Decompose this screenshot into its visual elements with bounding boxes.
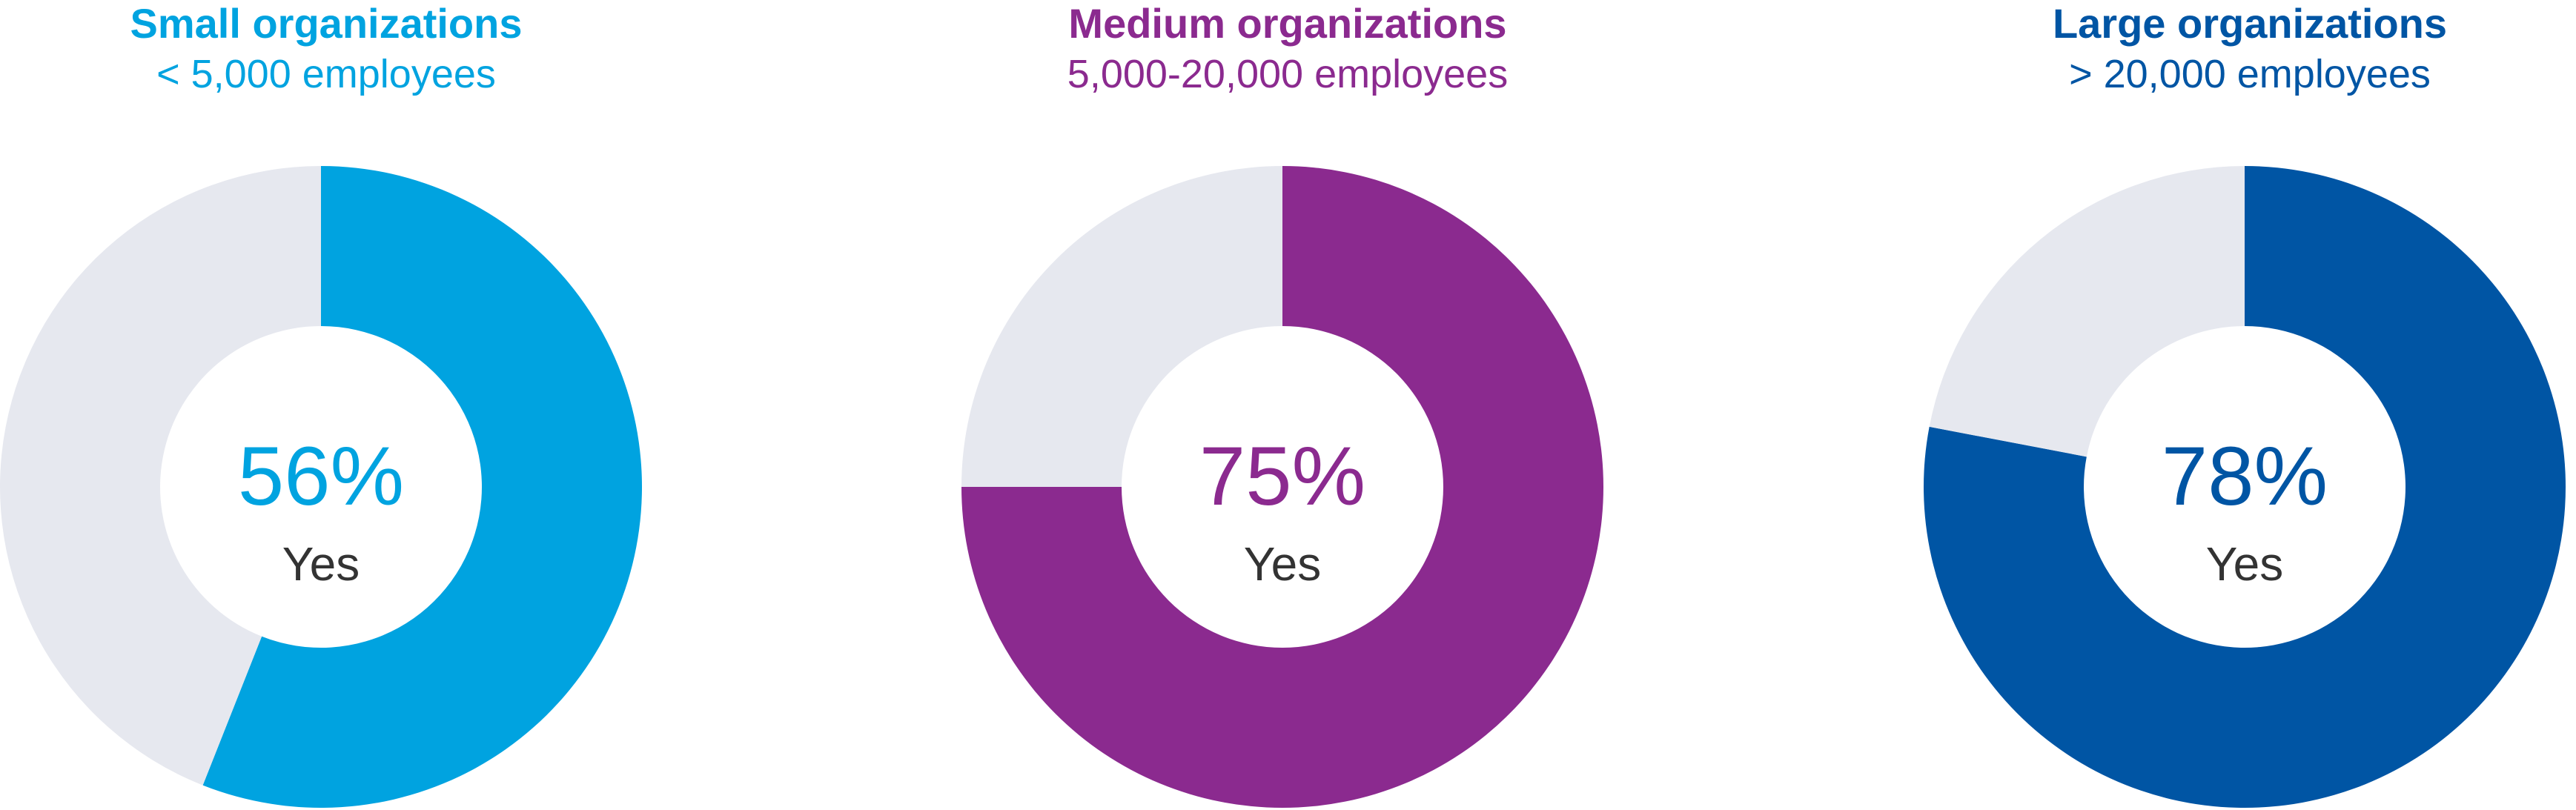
- chart-subtitle: 5,000-20,000 employees: [1067, 52, 1509, 96]
- donut-value-label: 78%: [2162, 430, 2328, 522]
- chart-title: Large organizations: [2052, 0, 2448, 47]
- donut-center-label: Yes: [282, 537, 360, 591]
- donut-value-label: 75%: [1199, 430, 1365, 522]
- chart-panel-medium: Medium organizations 5,000-20,000 employ…: [961, 0, 1614, 810]
- donut-slice-other: [1929, 166, 2245, 457]
- chart-subtitle: > 20,000 employees: [2069, 52, 2431, 96]
- donut-slice-other: [961, 166, 1282, 487]
- donut-slice-yes: [1924, 166, 2566, 808]
- chart-title: Medium organizations: [1068, 0, 1507, 47]
- donut-center-label: Yes: [1244, 537, 1321, 591]
- chart-panel-large: Large organizations > 20,000 employees 7…: [1924, 0, 2576, 810]
- chart-title: Small organizations: [130, 0, 523, 47]
- donut-chart-large: 78% Yes: [1924, 166, 2566, 808]
- donut-center-label: Yes: [2206, 537, 2283, 591]
- donut-chart-medium: 75% Yes: [961, 166, 1603, 808]
- donut-slice-yes: [202, 166, 643, 808]
- donut-chart-small: 56% Yes: [0, 166, 643, 808]
- donut-slice-yes: [961, 166, 1603, 808]
- donut-value-label: 56%: [238, 430, 404, 522]
- chart-panel-small: Small organizations < 5,000 employees 56…: [0, 0, 652, 810]
- donut-slice-other: [0, 166, 321, 786]
- chart-subtitle: < 5,000 employees: [156, 52, 496, 96]
